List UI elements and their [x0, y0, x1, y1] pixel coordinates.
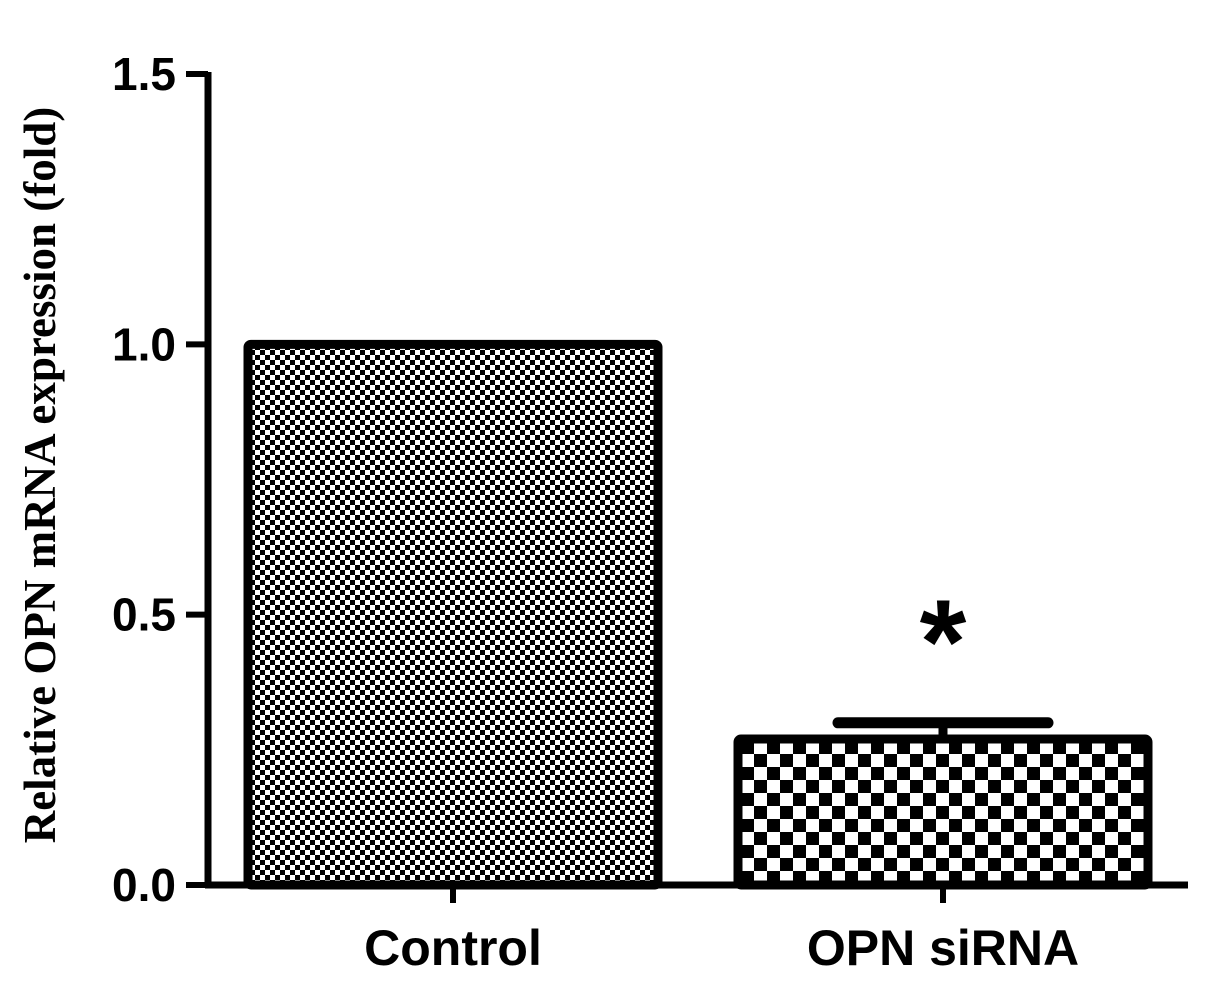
x-tick-label-1: OPN siRNA	[807, 920, 1079, 976]
error-bars-layer	[832, 717, 1054, 740]
significance-marker-0: *	[920, 575, 967, 709]
bar-0	[243, 339, 663, 890]
bars-layer	[243, 339, 1153, 890]
y-tick-label-2: 1.0	[112, 318, 176, 370]
y-tick-label-1: 0.5	[112, 589, 176, 641]
annotations-layer: *	[920, 575, 967, 709]
y-tick-label-3: 1.5	[112, 48, 176, 100]
x-ticks-layer: Control OPN siRNA	[364, 885, 1079, 976]
y-tick-label-0: 0.0	[112, 859, 176, 911]
y-axis-label: Relative OPN mRNA expression (fold)	[15, 107, 65, 844]
y-ticks-layer: 0.0 0.5 1.0 1.5	[112, 48, 208, 911]
x-tick-label-0: Control	[364, 920, 542, 976]
bar-1	[733, 734, 1153, 890]
